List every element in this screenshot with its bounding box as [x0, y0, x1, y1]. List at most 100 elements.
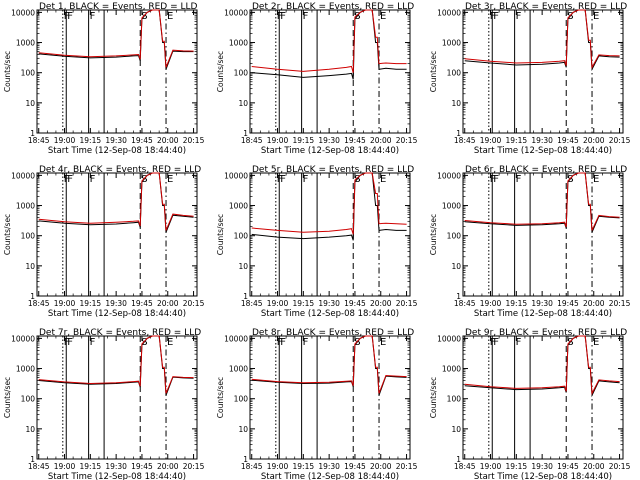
- y-tick-label: 10: [25, 99, 35, 108]
- event-marker-label: E: [380, 174, 386, 185]
- x-tick-label: 18:45: [454, 462, 476, 471]
- panel-1: Det 1, BLACK = Events, RED = LLD 1 10 100 10…: [3, 2, 205, 156]
- series-line-lld: [38, 172, 194, 231]
- y-tick-label: 10000: [224, 334, 248, 343]
- event-marker-label: F: [67, 337, 73, 348]
- panel-3: Det 3r, BLACK = Events, RED = LLD 1 10 100 1…: [429, 2, 631, 156]
- y-tick-label: 1: [30, 129, 35, 138]
- y-tick-label: 1000: [16, 365, 35, 374]
- x-tick-label: 20:00: [157, 462, 179, 471]
- y-tick-label: 10000: [437, 334, 461, 343]
- x-tick-label: 19:45: [557, 299, 579, 308]
- x-tick-label: 18:45: [241, 462, 263, 471]
- event-marker-label: F: [67, 11, 73, 22]
- y-axis-label: Counts/sec: [429, 377, 438, 418]
- plot-frame: [36, 172, 198, 297]
- y-tick-label: 10: [451, 99, 461, 108]
- event-marker-label: F: [64, 11, 70, 22]
- event-marker-label: F: [90, 337, 96, 348]
- y-tick-label: 10000: [11, 171, 35, 180]
- plot-frame: [462, 9, 624, 134]
- panel-4: Det 4r, BLACK = Events, RED = LLD 1 10 100 1…: [3, 165, 205, 319]
- y-tick-label: 100: [234, 69, 249, 78]
- x-tick-label: 20:15: [609, 299, 631, 308]
- y-tick-label: 100: [447, 69, 462, 78]
- x-tick-label: 19:30: [531, 136, 553, 145]
- y-tick-label: 10: [451, 425, 461, 434]
- x-tick-label: 19:45: [131, 462, 153, 471]
- x-axis-label: Start Time (12-Sep-08 18:44:40): [474, 309, 612, 319]
- y-tick-label: 10: [238, 425, 248, 434]
- y-tick-label: 100: [447, 395, 462, 404]
- event-marker-label: F: [493, 174, 499, 185]
- x-tick-label: 19:45: [131, 299, 153, 308]
- y-tick-label: 100: [234, 232, 249, 241]
- x-axis-label: Start Time (12-Sep-08 18:44:40): [474, 472, 612, 480]
- x-tick-label: 20:15: [609, 136, 631, 145]
- x-tick-label: 20:00: [370, 462, 392, 471]
- event-marker-label: F: [490, 174, 496, 185]
- y-tick-label: 10: [238, 99, 248, 108]
- x-tick-label: 19:30: [105, 462, 127, 471]
- x-tick-label: 19:15: [506, 462, 528, 471]
- y-axis-label: Counts/sec: [429, 51, 438, 92]
- event-marker-label: F: [303, 337, 309, 348]
- x-tick-label: 20:00: [157, 299, 179, 308]
- x-tick-label: 19:45: [344, 136, 366, 145]
- series-line-lld: [464, 9, 620, 70]
- x-tick-label: 19:15: [293, 462, 315, 471]
- series-line-lld: [38, 335, 194, 394]
- plot-frame: [249, 172, 411, 297]
- y-axis-label: Counts/sec: [216, 377, 225, 418]
- series-line-lld: [464, 335, 620, 396]
- event-marker-label: E: [380, 337, 386, 348]
- y-tick-label: 100: [21, 69, 36, 78]
- y-tick-label: 10: [25, 425, 35, 434]
- x-tick-label: 18:45: [241, 136, 263, 145]
- x-tick-label: 19:30: [531, 462, 553, 471]
- plot-frame: [462, 335, 624, 460]
- y-tick-label: 10000: [224, 8, 248, 17]
- series-line-lld: [251, 172, 407, 235]
- event-marker-label: F: [493, 337, 499, 348]
- panel-7: Det 7r, BLACK = Events, RED = LLD 1 10 100 1…: [3, 328, 205, 480]
- x-tick-label: 20:15: [183, 299, 205, 308]
- x-tick-label: 19:00: [480, 136, 502, 145]
- x-axis-label: Start Time (12-Sep-08 18:44:40): [474, 146, 612, 156]
- x-axis-label: Start Time (12-Sep-08 18:44:40): [261, 146, 399, 156]
- x-tick-label: 20:00: [157, 136, 179, 145]
- x-axis-label: Start Time (12-Sep-08 18:44:40): [261, 472, 399, 480]
- x-tick-label: 20:00: [583, 299, 605, 308]
- plot-frame: [249, 9, 411, 134]
- x-axis-label: Start Time (12-Sep-08 18:44:40): [48, 472, 186, 480]
- x-tick-label: 19:30: [105, 299, 127, 308]
- event-marker-label: F: [516, 11, 522, 22]
- panel-5: Det 5r, BLACK = Events, RED = LLD 1 10 100 1…: [216, 165, 418, 319]
- y-tick-label: 1: [456, 292, 461, 301]
- y-tick-label: 10: [238, 262, 248, 271]
- x-tick-label: 19:45: [557, 136, 579, 145]
- x-tick-label: 19:15: [80, 462, 102, 471]
- x-tick-label: 19:15: [506, 136, 528, 145]
- y-tick-label: 1: [456, 129, 461, 138]
- x-tick-label: 19:00: [267, 299, 289, 308]
- x-tick-label: 18:45: [28, 462, 50, 471]
- event-marker-label: F: [280, 174, 286, 185]
- y-tick-label: 10000: [437, 171, 461, 180]
- plot-frame: [462, 172, 624, 297]
- panel-title: Det 9r, BLACK = Events, RED = LLD: [465, 328, 627, 338]
- y-tick-label: 1000: [229, 39, 248, 48]
- y-tick-label: 1: [30, 292, 35, 301]
- x-tick-label: 19:00: [54, 136, 76, 145]
- x-tick-label: 18:45: [28, 136, 50, 145]
- x-tick-label: 20:00: [583, 462, 605, 471]
- series-line-lld: [464, 172, 620, 231]
- event-marker-label: F: [90, 11, 96, 22]
- y-tick-label: 1000: [229, 202, 248, 211]
- y-tick-label: 1000: [16, 39, 35, 48]
- y-tick-label: 1: [30, 455, 35, 464]
- y-tick-label: 1000: [442, 365, 461, 374]
- x-tick-label: 19:15: [80, 136, 102, 145]
- y-tick-label: 1: [243, 292, 248, 301]
